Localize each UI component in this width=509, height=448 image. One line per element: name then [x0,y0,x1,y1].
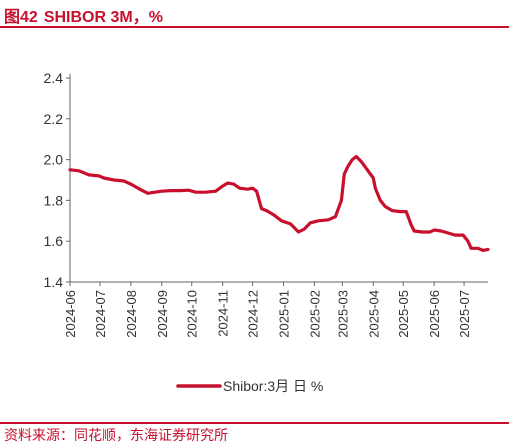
top-rule [0,26,509,28]
series-line-shibor-3m [68,154,490,252]
legend-label: Shibor:3月 日 % [223,378,323,394]
y-tick-label: 2.0 [44,152,64,168]
figure-title: 图42 SHIBOR 3M，% [4,3,163,27]
x-tick-label: 2024-08 [124,290,139,338]
x-tick-label: 2025-05 [396,290,411,338]
legend: Shibor:3月 日 % [176,378,323,394]
x-tick-label: 2024-12 [246,290,261,338]
y-tick-label: 1.6 [44,233,64,249]
x-tick-label: 2024-06 [63,290,78,338]
x-tick-label: 2025-04 [366,290,381,338]
y-axis: 1.4 1.6 1.8 2.0 2.2 2.4 [44,70,71,290]
x-tick-label: 2024-11 [216,290,231,337]
x-tick-label: 2025-06 [427,290,442,338]
y-tick-label: 2.2 [44,111,64,127]
x-tick-label: 2024-09 [155,290,170,338]
x-tick-label: 2025-03 [335,290,350,338]
figure-title-text: SHIBOR 3M，% [43,9,163,26]
x-tick-label: 2025-02 [307,290,322,338]
x-tick-label: 2024-07 [93,290,108,338]
figure-number: 图42 [4,9,38,26]
y-tick-label: 1.8 [44,192,64,208]
x-tick-label: 2024-10 [185,290,200,338]
y-tick-label: 1.4 [44,274,64,290]
x-tick-label: 2025-07 [457,290,472,338]
series-group [68,154,490,252]
line-chart: 1.4 1.6 1.8 2.0 2.2 2.4 2024-06 2024-07 2024-08… [44,70,490,394]
x-axis: 2024-06 2024-07 2024-08 2024-09 2024-10 2024-… [63,281,488,338]
bottom-rule [0,422,509,424]
source-note: 资料来源：同花顺，东海证券研究所 [4,427,228,443]
x-tick-label: 2025-01 [276,290,291,338]
y-tick-label: 2.4 [44,70,64,86]
